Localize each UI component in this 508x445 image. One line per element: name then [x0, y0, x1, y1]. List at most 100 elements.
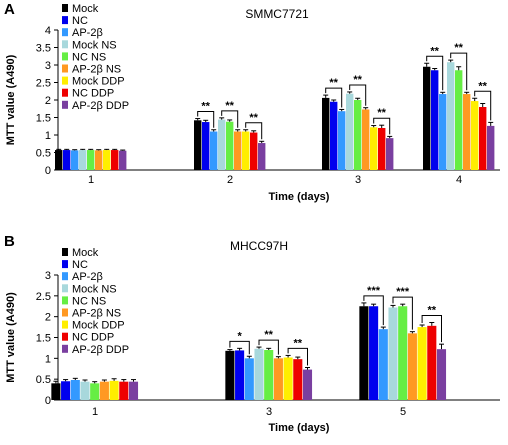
bar	[447, 62, 455, 171]
significance-bracket	[221, 110, 239, 128]
significance-label: **	[430, 45, 439, 57]
legend-swatch	[62, 76, 68, 85]
significance-bracket	[245, 122, 263, 140]
bar	[283, 357, 293, 400]
bar	[119, 381, 129, 400]
panel-a: A SMMC7721 MTT value (A490) 0 0.5 1 1.5 2 2.5 3…	[4, 1, 500, 203]
bar	[322, 97, 330, 170]
legend-label: Mock DDP	[72, 320, 125, 332]
significance-label: **	[201, 101, 210, 113]
significance-bracket	[450, 52, 468, 91]
significance-label: **	[329, 77, 338, 89]
legend-swatch	[62, 332, 68, 341]
legend-label: AP-2β NS	[72, 64, 121, 76]
bar	[218, 119, 226, 170]
legend-swatch	[62, 100, 68, 109]
legend-label: NC	[72, 15, 88, 27]
bar	[427, 325, 437, 400]
bar	[254, 348, 264, 400]
legend-label: AP-2β	[72, 271, 103, 283]
significance-label: ***	[396, 286, 410, 298]
significance-bracket	[474, 90, 492, 121]
significance-label: **	[249, 112, 258, 124]
legend-label: NC	[72, 259, 88, 271]
y-tick-label: 0	[45, 165, 51, 177]
bar	[302, 369, 313, 400]
bar	[235, 350, 245, 400]
legend-swatch	[62, 40, 68, 49]
legend-swatch	[62, 284, 68, 293]
chart-title-b: MHCC97H	[230, 239, 288, 253]
chart-title-a: SMMC7721	[245, 7, 309, 21]
bar	[80, 381, 90, 400]
y-tick-label: 0	[45, 395, 51, 407]
bar	[70, 380, 80, 400]
legend-label: AP-2β NS	[72, 308, 121, 320]
bar	[487, 125, 495, 170]
bar	[242, 131, 250, 170]
bar	[244, 358, 254, 400]
y-tick-label: 0.5	[36, 374, 51, 386]
legend-swatch	[62, 296, 68, 305]
significance-bracket	[349, 84, 367, 106]
legend-label: Mock NS	[72, 283, 117, 295]
legend-label: NC DDP	[72, 332, 114, 344]
y-tick-label: 1	[45, 353, 51, 365]
legend-swatch	[62, 88, 68, 97]
bar	[370, 127, 378, 170]
y-tick-label: 2.5	[36, 291, 51, 303]
y-axis-title: MTT value (A490)	[5, 292, 17, 383]
x-tick-label: 5	[400, 406, 406, 418]
bar	[103, 150, 111, 170]
bar	[423, 66, 431, 170]
bar	[95, 150, 103, 170]
bar	[359, 306, 369, 400]
bar	[330, 101, 338, 170]
legend-swatch	[62, 52, 68, 61]
legend-swatch	[62, 272, 68, 281]
significance-label: **	[478, 80, 487, 92]
significance-bracket	[287, 347, 308, 366]
significance-label: **	[264, 329, 273, 341]
y-tick-label: 0.5	[36, 148, 51, 160]
legend-label: Mock NS	[72, 39, 117, 51]
y-tick-label: 4	[45, 25, 51, 37]
significance-label: **	[454, 42, 463, 54]
bar	[293, 359, 303, 400]
bar	[436, 349, 447, 400]
bar	[338, 111, 346, 170]
legend-swatch	[62, 260, 68, 269]
legend-label: Mock DDP	[72, 76, 125, 88]
bar	[369, 306, 379, 400]
bar	[378, 128, 386, 170]
bar	[388, 307, 398, 400]
bar	[354, 100, 362, 170]
x-axis-title: Time (days)	[269, 191, 330, 203]
legend-label: Mock	[72, 3, 99, 15]
legend-swatch	[62, 344, 68, 353]
x-axis-title: Time (days)	[269, 422, 330, 434]
y-tick-label: 1.5	[36, 333, 51, 345]
significance-label: **	[294, 337, 303, 349]
significance-bracket	[325, 87, 343, 108]
significance-label: **	[377, 107, 386, 119]
significance-label: *	[237, 330, 242, 342]
y-tick-label: 1.5	[36, 113, 51, 125]
significance-label: **	[353, 74, 362, 86]
panel-b: B MHCC97H MTT value (A490) 0 0.5 1 1.5 2 2.5 3 1…	[4, 233, 500, 434]
bar	[51, 383, 61, 400]
significance-bracket	[258, 339, 279, 355]
bar	[87, 150, 95, 170]
significance-bracket	[421, 315, 442, 343]
y-tick-label: 1	[45, 130, 51, 142]
bar	[378, 329, 388, 400]
significance-bracket	[426, 55, 444, 91]
y-tick-label: 3	[45, 60, 51, 72]
bar	[71, 150, 79, 170]
bar	[111, 150, 119, 170]
legend-label: AP-2β	[72, 27, 103, 39]
x-tick-label: 1	[92, 406, 98, 418]
legend-swatch	[62, 248, 68, 256]
legend-swatch	[62, 16, 68, 25]
